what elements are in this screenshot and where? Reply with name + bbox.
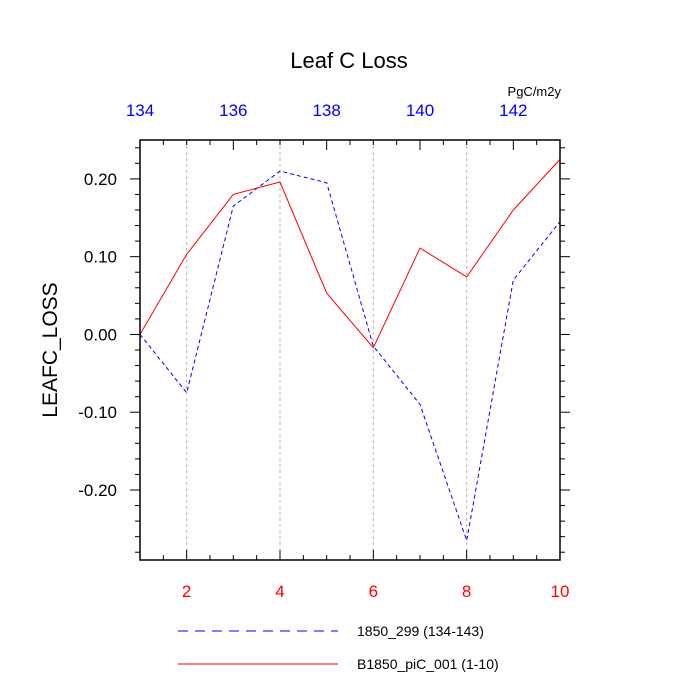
y-tick-label: 0.10 [84,248,117,267]
y-tick-label: 0.00 [84,325,117,344]
top-tick-label: 138 [312,101,340,120]
y-tick-label: -0.20 [78,481,117,500]
series-layer [139,159,561,543]
series-line [139,170,561,543]
y-axis-label: LEAFC_LOSS [39,282,62,417]
bottom-tick-label: 2 [182,582,191,601]
bottom-tick-label: 8 [462,582,471,601]
legend-label: 1850_299 (134-143) [357,623,484,639]
grid [186,140,468,560]
chart-title: Leaf C Loss [290,48,407,73]
top-tick-label: 140 [406,101,434,120]
y-tick-label: 0.20 [84,170,117,189]
bottom-tick-label: 6 [369,582,378,601]
ticks: 2 4 6 8 10 134 136 138 140 142 0.20 0.10 0.00 -0.10 -0… [78,101,570,601]
units-label: PgC/m2y [508,84,562,99]
plot-frame [139,139,561,561]
y-tick-label: -0.10 [78,403,117,422]
series-line [139,159,561,349]
legend: 1850_299 (134-143) B1850_piC_001 (1-10) [178,623,499,672]
bottom-tick-label: 10 [551,582,570,601]
top-tick-label: 142 [499,101,527,120]
top-tick-label: 134 [126,101,154,120]
legend-label: B1850_piC_001 (1-10) [357,656,499,672]
bottom-tick-label: 4 [275,582,284,601]
top-tick-label: 136 [219,101,247,120]
